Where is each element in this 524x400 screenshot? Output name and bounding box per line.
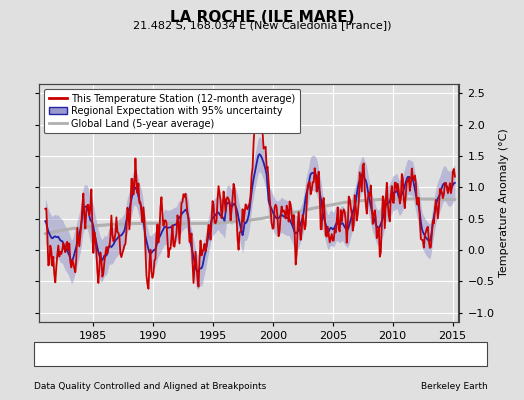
Text: ▼: ▼ [210,349,217,359]
Text: Empirical Break: Empirical Break [348,350,420,358]
Text: Berkeley Earth: Berkeley Earth [421,382,487,391]
Text: LA ROCHE (ILE MARE): LA ROCHE (ILE MARE) [170,10,354,25]
Legend: This Temperature Station (12-month average), Regional Expectation with 95% uncer: This Temperature Station (12-month avera… [44,89,300,134]
Text: Time of Obs. Change: Time of Obs. Change [217,350,312,358]
Text: ■: ■ [341,349,350,359]
Text: ▲: ▲ [134,349,141,359]
Text: 21.482 S, 168.034 E (New Caledonia [France]): 21.482 S, 168.034 E (New Caledonia [Fran… [133,20,391,30]
Text: Record Gap: Record Gap [141,350,194,358]
Text: Station Move: Station Move [52,350,112,358]
Text: ◆: ◆ [45,349,52,359]
Text: Data Quality Controlled and Aligned at Breakpoints: Data Quality Controlled and Aligned at B… [34,382,266,391]
Y-axis label: Temperature Anomaly (°C): Temperature Anomaly (°C) [499,129,509,277]
